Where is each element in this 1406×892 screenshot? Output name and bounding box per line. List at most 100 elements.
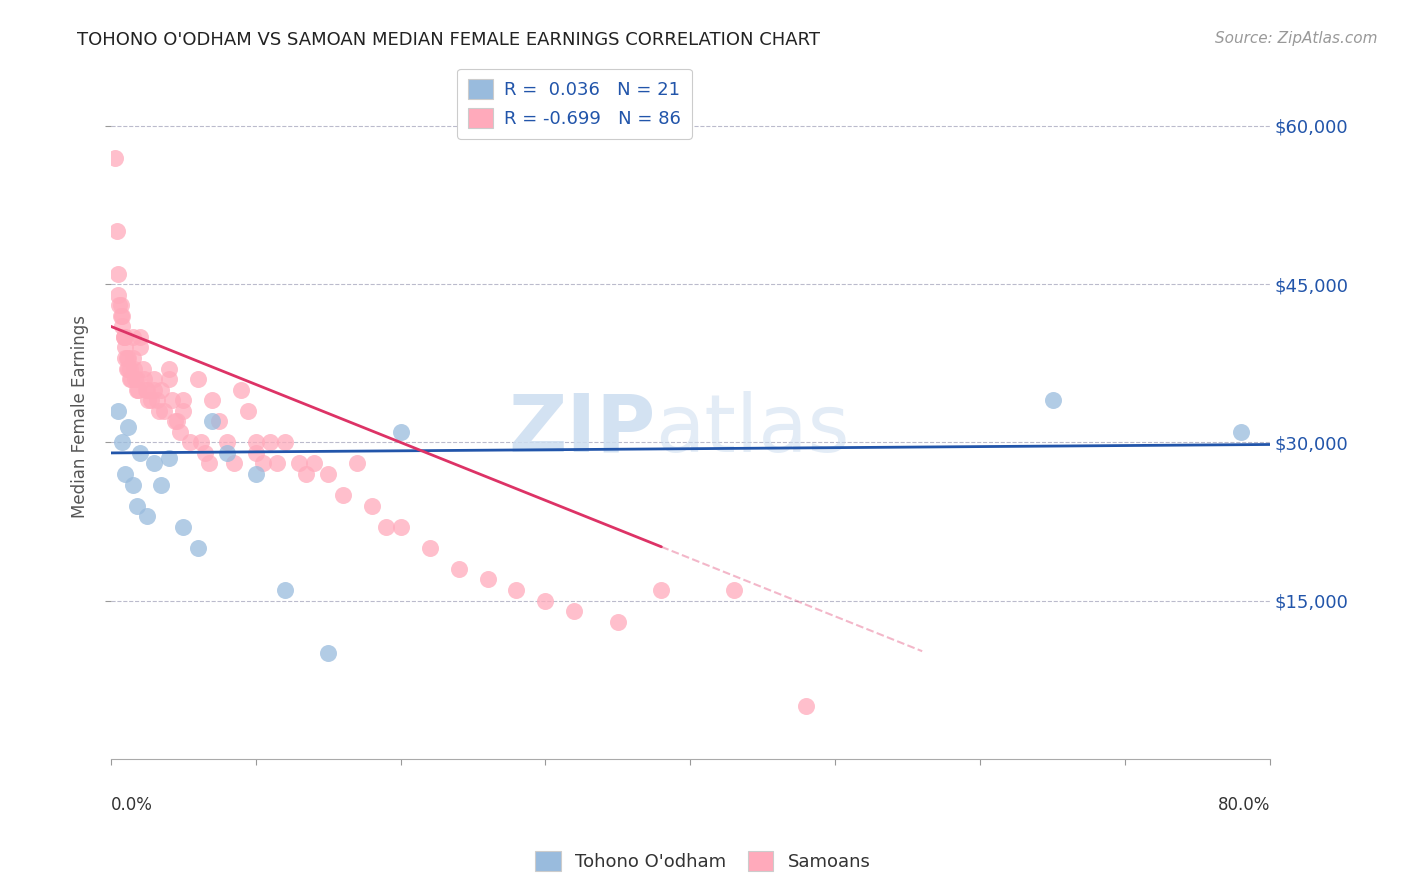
Point	[136, 383, 159, 397]
Point	[118, 361, 141, 376]
Point	[117, 361, 139, 376]
Point	[111, 309, 134, 323]
Point	[266, 457, 288, 471]
Point	[187, 372, 209, 386]
Point	[650, 582, 672, 597]
Point	[245, 435, 267, 450]
Point	[132, 372, 155, 386]
Point	[346, 457, 368, 471]
Point	[273, 435, 295, 450]
Y-axis label: Median Female Earnings: Median Female Earnings	[72, 315, 89, 517]
Point	[259, 435, 281, 450]
Point	[143, 372, 166, 386]
Point	[194, 446, 217, 460]
Point	[238, 403, 260, 417]
Point	[505, 582, 527, 597]
Point	[215, 435, 238, 450]
Point	[231, 383, 253, 397]
Point	[112, 330, 135, 344]
Point	[477, 573, 499, 587]
Text: TOHONO O'ODHAM VS SAMOAN MEDIAN FEMALE EARNINGS CORRELATION CHART: TOHONO O'ODHAM VS SAMOAN MEDIAN FEMALE E…	[77, 31, 820, 49]
Point	[143, 457, 166, 471]
Point	[143, 383, 166, 397]
Point	[153, 403, 176, 417]
Point	[564, 604, 586, 618]
Point	[295, 467, 318, 481]
Point	[794, 699, 817, 714]
Point	[169, 425, 191, 439]
Point	[163, 414, 186, 428]
Point	[146, 393, 169, 408]
Point	[375, 520, 398, 534]
Point	[136, 509, 159, 524]
Point	[141, 393, 163, 408]
Point	[215, 446, 238, 460]
Point	[138, 393, 160, 408]
Point	[121, 351, 143, 365]
Point	[124, 372, 146, 386]
Point	[107, 403, 129, 417]
Point	[273, 582, 295, 597]
Point	[190, 435, 212, 450]
Point	[148, 403, 170, 417]
Point	[360, 499, 382, 513]
Point	[157, 451, 180, 466]
Point	[110, 309, 132, 323]
Point	[172, 520, 194, 534]
Point	[419, 541, 441, 555]
Point	[252, 457, 274, 471]
Point	[114, 341, 136, 355]
Point	[105, 224, 128, 238]
Point	[115, 351, 138, 365]
Point	[118, 372, 141, 386]
Point	[447, 562, 470, 576]
Point	[120, 372, 142, 386]
Text: 80.0%: 80.0%	[1218, 797, 1270, 814]
Point	[112, 330, 135, 344]
Point	[222, 457, 245, 471]
Point	[166, 414, 188, 428]
Point	[114, 351, 136, 365]
Legend: Tohono O'odham, Samoans: Tohono O'odham, Samoans	[529, 844, 877, 879]
Point	[107, 267, 129, 281]
Point	[135, 383, 157, 397]
Legend: R =  0.036   N = 21, R = -0.699   N = 86: R = 0.036 N = 21, R = -0.699 N = 86	[457, 69, 692, 139]
Point	[121, 330, 143, 344]
Point	[1230, 425, 1253, 439]
Text: ZIP: ZIP	[509, 391, 655, 468]
Point	[117, 419, 139, 434]
Point	[115, 361, 138, 376]
Point	[122, 361, 145, 376]
Point	[128, 330, 150, 344]
Point	[389, 425, 412, 439]
Point	[150, 477, 173, 491]
Point	[111, 319, 134, 334]
Point	[160, 393, 183, 408]
Point	[208, 414, 231, 428]
Point	[179, 435, 201, 450]
Point	[131, 361, 153, 376]
Text: Source: ZipAtlas.com: Source: ZipAtlas.com	[1215, 31, 1378, 46]
Point	[245, 446, 267, 460]
Point	[125, 383, 148, 397]
Point	[534, 593, 557, 607]
Point	[288, 457, 311, 471]
Point	[127, 383, 149, 397]
Point	[125, 372, 148, 386]
Point	[172, 393, 194, 408]
Point	[121, 477, 143, 491]
Point	[114, 467, 136, 481]
Point	[1042, 393, 1064, 408]
Point	[198, 457, 221, 471]
Point	[245, 467, 267, 481]
Point	[157, 361, 180, 376]
Point	[104, 151, 127, 165]
Text: atlas: atlas	[655, 391, 851, 468]
Point	[172, 403, 194, 417]
Point	[316, 646, 339, 660]
Point	[606, 615, 628, 629]
Point	[723, 582, 745, 597]
Point	[316, 467, 339, 481]
Point	[332, 488, 354, 502]
Point	[201, 414, 224, 428]
